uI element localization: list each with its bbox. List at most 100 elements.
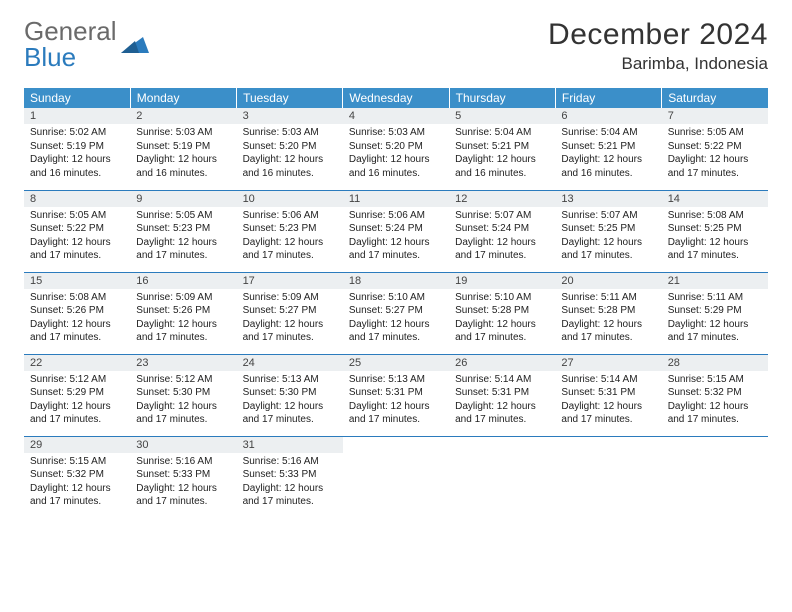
day-details: Sunrise: 5:02 AMSunset: 5:19 PMDaylight:… — [24, 124, 130, 184]
day-details: Sunrise: 5:12 AMSunset: 5:29 PMDaylight:… — [24, 371, 130, 431]
day-number: 12 — [449, 191, 555, 207]
calendar-day-cell: 10Sunrise: 5:06 AMSunset: 5:23 PMDayligh… — [237, 190, 343, 272]
day-number: 28 — [662, 355, 768, 371]
calendar-table: SundayMondayTuesdayWednesdayThursdayFrid… — [24, 88, 768, 518]
calendar-week-row: 15Sunrise: 5:08 AMSunset: 5:26 PMDayligh… — [24, 272, 768, 354]
weekday-header: Friday — [555, 88, 661, 108]
day-details: Sunrise: 5:16 AMSunset: 5:33 PMDaylight:… — [237, 453, 343, 513]
calendar-day-cell — [662, 436, 768, 518]
calendar-day-cell: 8Sunrise: 5:05 AMSunset: 5:22 PMDaylight… — [24, 190, 130, 272]
day-number: 19 — [449, 273, 555, 289]
day-number: 15 — [24, 273, 130, 289]
calendar-day-cell: 13Sunrise: 5:07 AMSunset: 5:25 PMDayligh… — [555, 190, 661, 272]
day-number: 24 — [237, 355, 343, 371]
weekday-header-row: SundayMondayTuesdayWednesdayThursdayFrid… — [24, 88, 768, 108]
day-number: 3 — [237, 108, 343, 124]
calendar-day-cell: 24Sunrise: 5:13 AMSunset: 5:30 PMDayligh… — [237, 354, 343, 436]
day-number: 21 — [662, 273, 768, 289]
day-number: 27 — [555, 355, 661, 371]
calendar-week-row: 29Sunrise: 5:15 AMSunset: 5:32 PMDayligh… — [24, 436, 768, 518]
day-details: Sunrise: 5:12 AMSunset: 5:30 PMDaylight:… — [130, 371, 236, 431]
calendar-day-cell: 21Sunrise: 5:11 AMSunset: 5:29 PMDayligh… — [662, 272, 768, 354]
day-number: 18 — [343, 273, 449, 289]
logo-text: General Blue — [24, 18, 117, 70]
day-details: Sunrise: 5:07 AMSunset: 5:25 PMDaylight:… — [555, 207, 661, 267]
location: Barimba, Indonesia — [548, 54, 768, 74]
calendar-day-cell: 4Sunrise: 5:03 AMSunset: 5:20 PMDaylight… — [343, 108, 449, 190]
weekday-header: Tuesday — [237, 88, 343, 108]
day-number: 23 — [130, 355, 236, 371]
day-details: Sunrise: 5:11 AMSunset: 5:28 PMDaylight:… — [555, 289, 661, 349]
day-details: Sunrise: 5:14 AMSunset: 5:31 PMDaylight:… — [555, 371, 661, 431]
weekday-header: Saturday — [662, 88, 768, 108]
calendar-week-row: 22Sunrise: 5:12 AMSunset: 5:29 PMDayligh… — [24, 354, 768, 436]
day-details: Sunrise: 5:13 AMSunset: 5:31 PMDaylight:… — [343, 371, 449, 431]
day-number: 2 — [130, 108, 236, 124]
day-number: 9 — [130, 191, 236, 207]
day-number: 8 — [24, 191, 130, 207]
day-details: Sunrise: 5:08 AMSunset: 5:26 PMDaylight:… — [24, 289, 130, 349]
header: General Blue December 2024 Barimba, Indo… — [24, 18, 768, 74]
day-number: 13 — [555, 191, 661, 207]
day-details: Sunrise: 5:09 AMSunset: 5:26 PMDaylight:… — [130, 289, 236, 349]
calendar-day-cell: 22Sunrise: 5:12 AMSunset: 5:29 PMDayligh… — [24, 354, 130, 436]
day-number: 25 — [343, 355, 449, 371]
day-number: 30 — [130, 437, 236, 453]
day-details: Sunrise: 5:04 AMSunset: 5:21 PMDaylight:… — [555, 124, 661, 184]
calendar-day-cell: 30Sunrise: 5:16 AMSunset: 5:33 PMDayligh… — [130, 436, 236, 518]
day-details: Sunrise: 5:06 AMSunset: 5:24 PMDaylight:… — [343, 207, 449, 267]
day-number: 6 — [555, 108, 661, 124]
day-details: Sunrise: 5:13 AMSunset: 5:30 PMDaylight:… — [237, 371, 343, 431]
calendar-day-cell: 23Sunrise: 5:12 AMSunset: 5:30 PMDayligh… — [130, 354, 236, 436]
calendar-body: 1Sunrise: 5:02 AMSunset: 5:19 PMDaylight… — [24, 108, 768, 518]
calendar-day-cell: 28Sunrise: 5:15 AMSunset: 5:32 PMDayligh… — [662, 354, 768, 436]
day-details: Sunrise: 5:15 AMSunset: 5:32 PMDaylight:… — [662, 371, 768, 431]
day-details: Sunrise: 5:03 AMSunset: 5:20 PMDaylight:… — [343, 124, 449, 184]
day-details: Sunrise: 5:16 AMSunset: 5:33 PMDaylight:… — [130, 453, 236, 513]
weekday-header: Monday — [130, 88, 236, 108]
day-details: Sunrise: 5:03 AMSunset: 5:19 PMDaylight:… — [130, 124, 236, 184]
day-number: 29 — [24, 437, 130, 453]
weekday-header: Thursday — [449, 88, 555, 108]
calendar-day-cell: 16Sunrise: 5:09 AMSunset: 5:26 PMDayligh… — [130, 272, 236, 354]
day-number: 20 — [555, 273, 661, 289]
title-block: December 2024 Barimba, Indonesia — [548, 18, 768, 74]
day-number: 22 — [24, 355, 130, 371]
day-number: 10 — [237, 191, 343, 207]
weekday-header: Wednesday — [343, 88, 449, 108]
calendar-day-cell: 31Sunrise: 5:16 AMSunset: 5:33 PMDayligh… — [237, 436, 343, 518]
day-number: 11 — [343, 191, 449, 207]
day-number: 5 — [449, 108, 555, 124]
calendar-week-row: 8Sunrise: 5:05 AMSunset: 5:22 PMDaylight… — [24, 190, 768, 272]
calendar-day-cell: 2Sunrise: 5:03 AMSunset: 5:19 PMDaylight… — [130, 108, 236, 190]
calendar-day-cell: 27Sunrise: 5:14 AMSunset: 5:31 PMDayligh… — [555, 354, 661, 436]
day-number: 7 — [662, 108, 768, 124]
day-details: Sunrise: 5:05 AMSunset: 5:22 PMDaylight:… — [662, 124, 768, 184]
day-number: 16 — [130, 273, 236, 289]
calendar-day-cell: 6Sunrise: 5:04 AMSunset: 5:21 PMDaylight… — [555, 108, 661, 190]
calendar-day-cell: 14Sunrise: 5:08 AMSunset: 5:25 PMDayligh… — [662, 190, 768, 272]
calendar-day-cell: 25Sunrise: 5:13 AMSunset: 5:31 PMDayligh… — [343, 354, 449, 436]
logo-part2: Blue — [24, 42, 76, 72]
logo-triangle-icon — [121, 31, 149, 57]
calendar-day-cell: 7Sunrise: 5:05 AMSunset: 5:22 PMDaylight… — [662, 108, 768, 190]
calendar-day-cell: 5Sunrise: 5:04 AMSunset: 5:21 PMDaylight… — [449, 108, 555, 190]
day-number: 1 — [24, 108, 130, 124]
day-number: 17 — [237, 273, 343, 289]
day-number: 31 — [237, 437, 343, 453]
day-details: Sunrise: 5:04 AMSunset: 5:21 PMDaylight:… — [449, 124, 555, 184]
calendar-day-cell: 11Sunrise: 5:06 AMSunset: 5:24 PMDayligh… — [343, 190, 449, 272]
calendar-day-cell: 20Sunrise: 5:11 AMSunset: 5:28 PMDayligh… — [555, 272, 661, 354]
calendar-day-cell: 26Sunrise: 5:14 AMSunset: 5:31 PMDayligh… — [449, 354, 555, 436]
day-number: 4 — [343, 108, 449, 124]
calendar-day-cell: 15Sunrise: 5:08 AMSunset: 5:26 PMDayligh… — [24, 272, 130, 354]
calendar-day-cell: 3Sunrise: 5:03 AMSunset: 5:20 PMDaylight… — [237, 108, 343, 190]
weekday-header: Sunday — [24, 88, 130, 108]
day-details: Sunrise: 5:14 AMSunset: 5:31 PMDaylight:… — [449, 371, 555, 431]
day-details: Sunrise: 5:07 AMSunset: 5:24 PMDaylight:… — [449, 207, 555, 267]
day-number: 26 — [449, 355, 555, 371]
calendar-day-cell: 12Sunrise: 5:07 AMSunset: 5:24 PMDayligh… — [449, 190, 555, 272]
day-details: Sunrise: 5:03 AMSunset: 5:20 PMDaylight:… — [237, 124, 343, 184]
day-number: 14 — [662, 191, 768, 207]
calendar-day-cell: 1Sunrise: 5:02 AMSunset: 5:19 PMDaylight… — [24, 108, 130, 190]
